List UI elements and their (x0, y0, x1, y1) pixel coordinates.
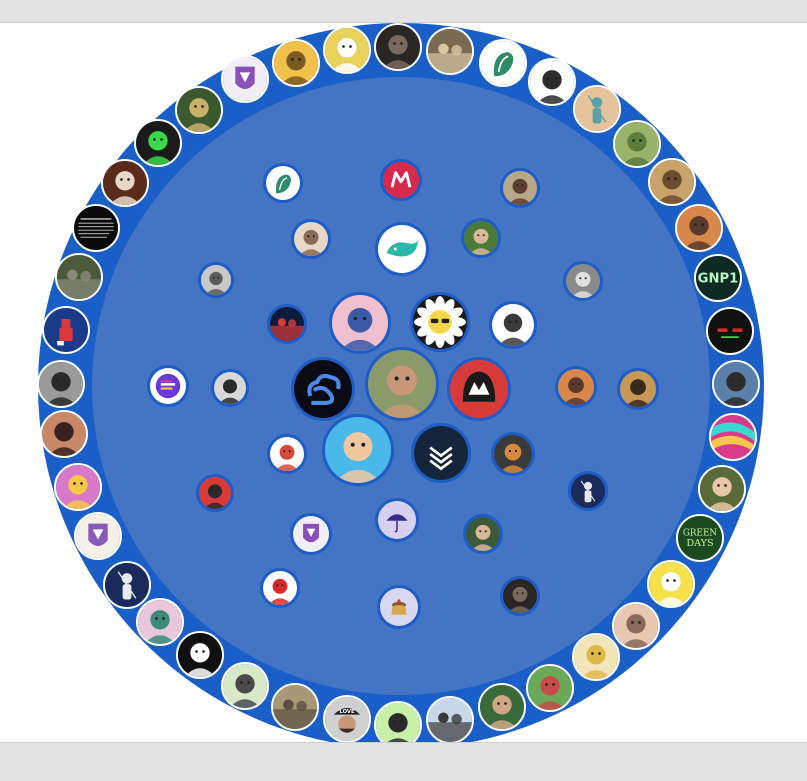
hooded-inner-avatar[interactable] (500, 576, 540, 616)
bottom-bar (0, 742, 807, 781)
smiling-man-pink-avatar[interactable] (329, 292, 391, 354)
samurai-night-avatar[interactable] (103, 561, 151, 609)
e-logo-avatar[interactable] (147, 365, 189, 407)
bearded-man-rainbow-inner-avatar[interactable] (555, 366, 597, 408)
pudding-avatar[interactable] (377, 585, 421, 629)
skull-mask-avatar[interactable] (101, 159, 149, 207)
turtle-avatar[interactable] (613, 120, 661, 168)
bw-woman-avatar[interactable] (211, 369, 249, 407)
colorful-swirl-avatar[interactable] (709, 413, 757, 461)
cartoon-cow-avatar[interactable] (647, 560, 695, 608)
svg-text:GREEN: GREEN (683, 528, 717, 538)
red-eyes-glitch-avatar[interactable] (706, 307, 754, 355)
samurai-inner-avatar[interactable] (568, 471, 608, 511)
old-man-avatar[interactable] (563, 261, 603, 301)
glasses-smile-avatar[interactable] (54, 463, 102, 511)
red-devil-avatar[interactable] (260, 568, 300, 608)
cloud-s-logo-avatar[interactable] (291, 357, 355, 421)
dark-hooded-avatar[interactable] (374, 23, 422, 71)
bearded-man-rainbow-avatar[interactable] (675, 204, 723, 252)
chevron-shield-avatar[interactable] (411, 423, 471, 483)
svg-text:DAYS: DAYS (686, 538, 713, 549)
white-doodle-avatar[interactable] (176, 631, 224, 679)
green-alien-avatar[interactable] (134, 119, 182, 167)
whale-avatar[interactable] (375, 222, 429, 276)
daisy-sunglasses-avatar[interactable] (410, 292, 470, 352)
man-sunglasses-center-avatar[interactable] (365, 347, 439, 421)
text-doc-avatar[interactable] (72, 204, 120, 252)
pink-robot-avatar[interactable] (136, 598, 184, 646)
man-park-avatar[interactable] (461, 218, 501, 258)
woman-portrait-avatar[interactable] (40, 410, 88, 458)
floral-badge-avatar[interactable] (74, 512, 122, 560)
hat-profile-avatar[interactable] (712, 360, 760, 408)
group-field-avatar[interactable] (426, 696, 474, 742)
top-bar (0, 0, 807, 23)
truck-avatar[interactable] (55, 253, 103, 301)
red-m-logo-avatar[interactable] (380, 159, 422, 201)
green-days-avatar[interactable]: GREEN DAYS (676, 514, 724, 562)
man-beard-inner-avatar[interactable] (463, 514, 503, 554)
smiling-man-avatar[interactable] (698, 465, 746, 513)
orange-glow-avatar[interactable] (491, 432, 535, 476)
white-cat-avatar[interactable] (323, 26, 371, 74)
bubble-cluster-canvas: GNP1 GREEN DAYS LOVE (0, 23, 807, 742)
ceramic-figure-avatar[interactable] (617, 368, 659, 410)
police-car-avatar[interactable] (267, 304, 307, 344)
group-photo-avatar[interactable] (426, 27, 474, 75)
dog-street-avatar[interactable] (271, 683, 319, 731)
husky-avatar[interactable] (489, 301, 537, 349)
gnp1-badge-avatar[interactable]: GNP1 (694, 254, 742, 302)
yellow-alien-avatar[interactable] (272, 39, 320, 87)
blonde-cartoon-avatar[interactable] (572, 633, 620, 681)
purple-crest-avatar[interactable] (221, 55, 269, 103)
green-warrior-avatar[interactable] (374, 701, 422, 742)
woman-glasses-avatar[interactable] (291, 219, 331, 259)
cartoon-kid-avatar[interactable] (221, 662, 269, 710)
gnp-label: GNP1 (698, 271, 739, 286)
frog-avatar[interactable] (526, 664, 574, 712)
umbrella-avatar[interactable] (375, 498, 419, 542)
hat-desert-avatar[interactable] (500, 168, 540, 208)
alien-sky-avatar[interactable] (573, 85, 621, 133)
bw-portrait-avatar[interactable] (37, 360, 85, 408)
svg-text:LOVE: LOVE (339, 709, 355, 715)
cartoon-boy-avatar[interactable] (322, 414, 394, 486)
top-hat-bear-avatar[interactable] (196, 474, 234, 512)
red-helmet-avatar[interactable] (447, 357, 511, 421)
man-outdoors-avatar[interactable] (478, 683, 526, 731)
man-suit-avatar[interactable] (198, 262, 234, 298)
green-bird-inner-avatar[interactable] (263, 163, 303, 203)
purple-crest-inner-avatar[interactable] (290, 513, 332, 555)
love-cap-avatar[interactable]: LOVE (323, 695, 371, 742)
beard-cap-avatar[interactable] (528, 58, 576, 106)
pixel-red-avatar[interactable] (42, 306, 90, 354)
white-green-bird-avatar[interactable] (479, 39, 527, 87)
green-helmet-avatar[interactable] (175, 86, 223, 134)
bald-man-avatar[interactable] (612, 602, 660, 650)
parrot-cartoon-avatar[interactable] (267, 434, 307, 474)
burger-face-avatar[interactable] (648, 158, 696, 206)
